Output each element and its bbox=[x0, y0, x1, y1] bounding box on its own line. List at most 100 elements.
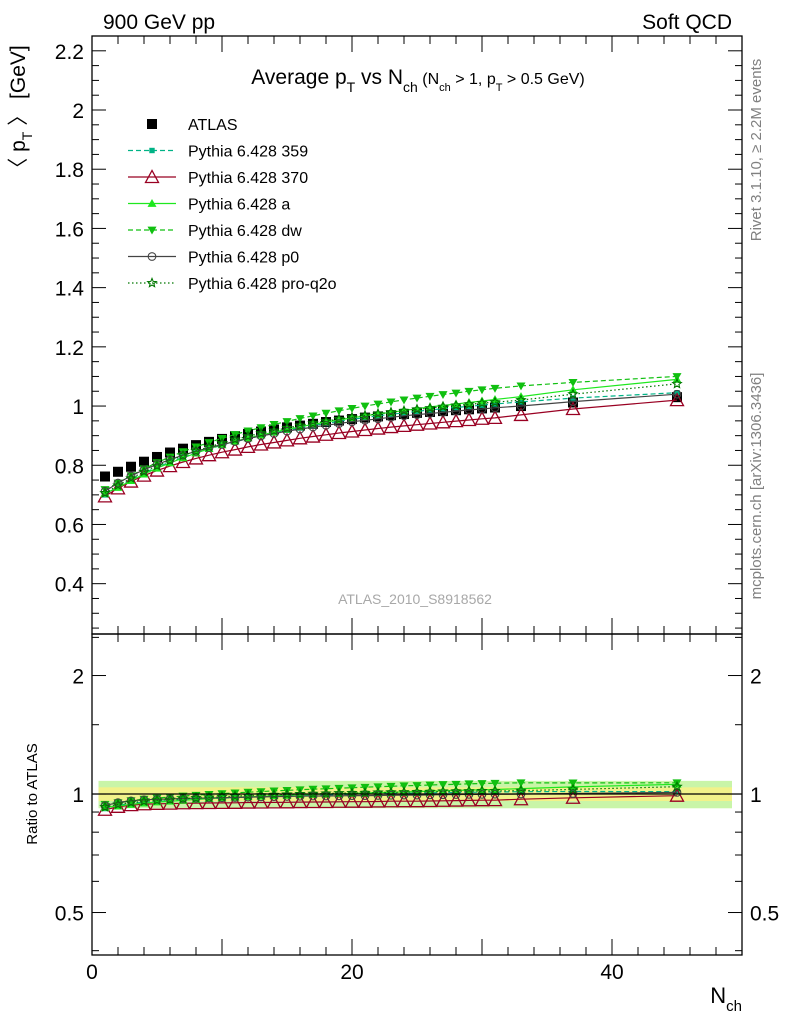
point-pyq2o-10 bbox=[216, 437, 228, 448]
point-py370-26 bbox=[422, 415, 438, 430]
ratio-point-pyp0-18 bbox=[321, 791, 331, 801]
header-left: 900 GeV pp bbox=[103, 11, 215, 34]
series-pyp0 bbox=[100, 389, 682, 496]
point-pydw-18 bbox=[321, 409, 331, 418]
main-y-axis-label: 〈 pT 〉 [GeV] bbox=[7, 45, 35, 178]
point-pyp0-11 bbox=[230, 437, 240, 446]
point-pydw-17 bbox=[308, 412, 318, 421]
ratio-point-pydw-13 bbox=[256, 788, 266, 797]
main-ytick-label-4: 1.2 bbox=[55, 337, 84, 360]
ratio-point-py370-9 bbox=[201, 795, 217, 810]
ratio-point-pydw-28 bbox=[451, 780, 461, 789]
point-py370-22 bbox=[370, 420, 386, 435]
ratio-point-py370-13 bbox=[253, 794, 269, 809]
ratio-point-py370-15 bbox=[279, 794, 295, 809]
xtick-label-1: 20 bbox=[340, 961, 363, 984]
legend-entry-pya: Pythia 6.428 a bbox=[128, 197, 290, 214]
point-pyq2o-5 bbox=[151, 459, 163, 471]
point-py370-14 bbox=[266, 434, 282, 449]
point-py370-19 bbox=[331, 425, 347, 440]
point-pyq2o-2 bbox=[112, 479, 124, 491]
point-pyq2o-19 bbox=[333, 413, 345, 424]
point-pyq2o-7 bbox=[177, 449, 189, 461]
point-pyq2o-26 bbox=[424, 402, 436, 414]
legend-marker-pyq2o bbox=[146, 277, 158, 288]
title-main-sub2: ch bbox=[403, 79, 418, 95]
main-ytick-label-1: 0.6 bbox=[55, 514, 84, 537]
point-py370-21 bbox=[357, 422, 373, 437]
ratio-point-pyp0-15 bbox=[282, 792, 292, 801]
point-pyp0-45 bbox=[672, 389, 682, 399]
legend-entry-pyp0: Pythia 6.428 p0 bbox=[128, 250, 299, 267]
point-py370-45 bbox=[669, 392, 685, 407]
point-pyp0-12 bbox=[243, 434, 253, 443]
point-pyq2o-18 bbox=[320, 415, 332, 426]
main-ytick-label-7: 1.8 bbox=[55, 159, 84, 182]
series-pyq2o bbox=[99, 377, 683, 498]
legend-marker-pydw bbox=[147, 226, 157, 235]
ratio-line-py370 bbox=[104, 795, 678, 811]
series-line-py370 bbox=[104, 399, 678, 497]
point-pydw-33 bbox=[516, 382, 526, 391]
point-py370-15 bbox=[279, 432, 295, 447]
ratio-point-pyp0-24 bbox=[399, 790, 409, 800]
ratio-point-pyp0-16 bbox=[295, 791, 305, 801]
ratio-point-py370-18 bbox=[318, 794, 334, 809]
point-pyq2o-13 bbox=[255, 427, 267, 439]
ratio-point-pyq2o-17 bbox=[307, 787, 319, 799]
point-py370-29 bbox=[461, 412, 477, 427]
point-py370-25 bbox=[409, 416, 425, 431]
ratio-point-pydw-37 bbox=[568, 779, 578, 788]
legend-marker-pya bbox=[147, 199, 157, 207]
ratio-point-py370-19 bbox=[331, 793, 347, 808]
ratio-y-axis-label: Ratio to ATLAS bbox=[24, 743, 41, 844]
ratio-point-py370-11 bbox=[227, 794, 243, 809]
title-cut-sub1: ch bbox=[439, 82, 451, 94]
title-cut-open: (N bbox=[418, 71, 439, 88]
point-pyp0-14 bbox=[269, 429, 279, 438]
point-pyq2o-8 bbox=[190, 445, 202, 456]
ratio-point-py370-33 bbox=[513, 791, 529, 806]
side-text-lower: mcplots.cern.ch [arXiv:1306.3436] bbox=[748, 373, 765, 600]
point-py370-33 bbox=[513, 407, 529, 422]
point-pydw-31 bbox=[490, 384, 500, 393]
point-pyp0-24 bbox=[399, 411, 409, 421]
series-line-pyp0 bbox=[104, 393, 678, 492]
point-pyp0-10 bbox=[217, 440, 227, 449]
ratio-point-pyq2o-18 bbox=[320, 787, 332, 799]
point-atlas-4 bbox=[139, 456, 149, 467]
ratio-point-pydw-26 bbox=[425, 781, 435, 790]
point-py370-16 bbox=[292, 430, 308, 445]
title-main-mid: vs N bbox=[355, 66, 403, 89]
point-atlas-2 bbox=[113, 466, 123, 477]
point-pyq2o-37 bbox=[567, 388, 579, 399]
point-atlas-5 bbox=[152, 451, 162, 462]
legend-label-pyp0: Pythia 6.428 p0 bbox=[188, 250, 299, 267]
ratio-point-py370-28 bbox=[448, 792, 464, 807]
point-pyq2o-33 bbox=[515, 394, 527, 405]
series-layer bbox=[92, 373, 742, 816]
x-axis-label-main: N bbox=[710, 983, 726, 1008]
point-pydw-30 bbox=[477, 386, 487, 395]
point-pyp0-22 bbox=[373, 414, 383, 424]
legend-entry-atlas: ATLAS bbox=[147, 117, 238, 134]
series-line-pya bbox=[104, 378, 678, 494]
ratio-point-pydw-27 bbox=[438, 781, 448, 790]
ratio-point-py370-23 bbox=[383, 793, 399, 808]
point-py370-12 bbox=[240, 439, 256, 454]
ratio-point-pyq2o-14 bbox=[268, 788, 280, 800]
ratio-point-pyq2o-4 bbox=[138, 795, 150, 807]
ratio-point-pydw-9 bbox=[204, 791, 214, 799]
ratio-point-pydw-29 bbox=[464, 780, 474, 789]
point-pyq2o-16 bbox=[294, 419, 306, 431]
ratio-point-py370-16 bbox=[292, 794, 308, 809]
ratio-point-py370-30 bbox=[474, 792, 490, 807]
point-pyq2o-23 bbox=[385, 406, 397, 418]
point-pydw-16 bbox=[295, 415, 305, 423]
ratio-point-pyp0-17 bbox=[308, 791, 318, 801]
legend: ATLAS Pythia 6.428 359 Pythia 6.428 370 Pyt… bbox=[128, 117, 337, 293]
point-py370-10 bbox=[214, 444, 230, 459]
ratio-point-pydw-31 bbox=[490, 779, 500, 788]
point-py370-7 bbox=[175, 454, 191, 469]
